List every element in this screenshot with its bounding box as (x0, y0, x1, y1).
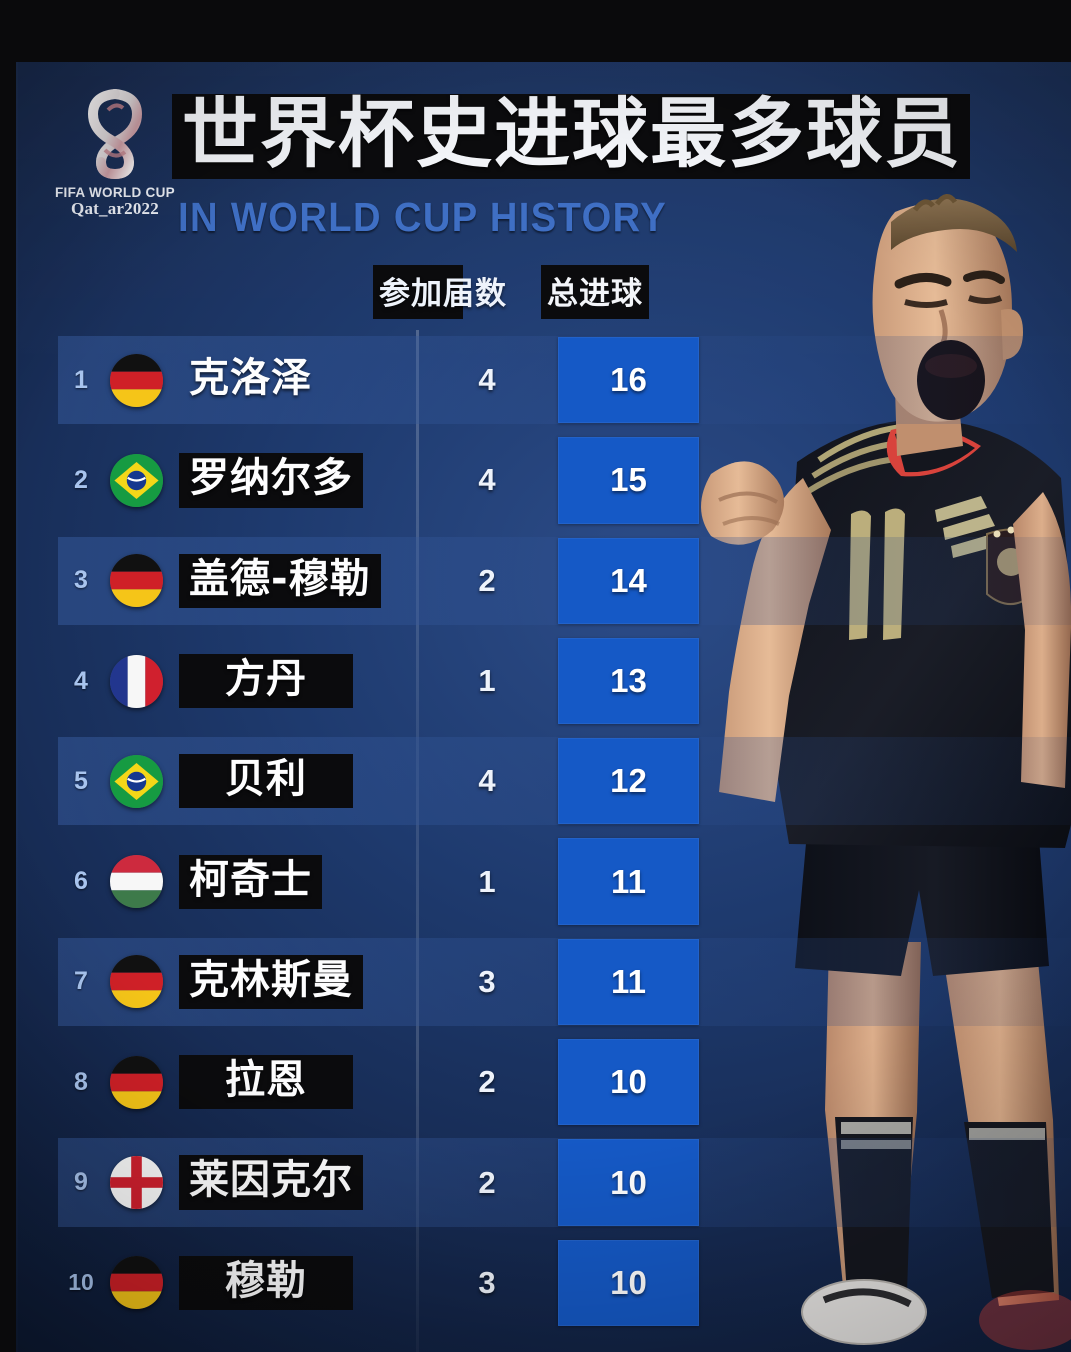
goals-cell: 15 (558, 437, 699, 524)
goals-cell: 10 (558, 1039, 699, 1126)
table-row[interactable]: 10 穆勒 3 10 (16, 1233, 1071, 1333)
goals-cell: 14 (558, 537, 699, 624)
player-name: 拉恩 (179, 1055, 353, 1110)
table-row[interactable]: 2 罗纳尔多 4 15 (16, 430, 1071, 530)
flag-icon-germany (110, 1055, 163, 1109)
flag-icon-hungary (110, 855, 163, 909)
table-row[interactable]: 7 克林斯曼 3 11 (16, 932, 1071, 1032)
player-name: 盖德-穆勒 (179, 553, 381, 608)
flag-icon-germany (110, 1256, 163, 1310)
player-name: 方丹 (179, 653, 353, 709)
table-row[interactable]: 1 克洛泽 4 16 (16, 330, 1071, 430)
goals-value: 10 (610, 1063, 647, 1101)
appearances-value: 4 (478, 362, 496, 398)
player-name: 柯奇士 (179, 854, 322, 909)
goals-cell: 16 (558, 337, 699, 424)
appearances-value: 1 (478, 663, 496, 699)
flag-icon-england (110, 1156, 163, 1210)
rank-number: 10 (68, 1269, 94, 1296)
rank-number: 1 (74, 365, 88, 394)
player-name: 罗纳尔多 (179, 453, 363, 508)
appearances-value: 3 (478, 1264, 496, 1300)
goals-value: 13 (610, 662, 647, 700)
goals-cell: 13 (558, 637, 699, 725)
flag-icon-germany (110, 353, 163, 407)
table-row[interactable]: 8 拉恩 2 10 (16, 1032, 1071, 1132)
flag-icon-france (110, 654, 163, 708)
table-row[interactable]: 4 方丹 1 13 (16, 631, 1071, 731)
goals-cell: 11 (558, 838, 699, 925)
flag-icon-germany (110, 955, 163, 1009)
player-name: 贝利 (179, 754, 353, 809)
rank-number: 4 (74, 666, 88, 695)
left-letterbox (0, 0, 16, 1352)
page-title-chinese: 世界杯史进球最多球员 (172, 94, 970, 179)
appearances-value: 2 (478, 1164, 496, 1200)
goals-value: 16 (610, 361, 647, 399)
goals-cell: 12 (558, 738, 699, 825)
appearances-value: 2 (478, 1064, 496, 1100)
appearances-value: 1 (478, 863, 496, 899)
qatar-2022-emblem-icon (87, 89, 143, 180)
rank-number: 3 (74, 566, 88, 595)
table-row[interactable]: 5 贝利 4 12 (16, 731, 1071, 831)
appearances-value: 2 (478, 562, 496, 598)
player-name: 克洛泽 (189, 355, 312, 402)
rank-number: 9 (74, 1168, 88, 1197)
logo-line-1: FIFA WORLD CUP (55, 185, 175, 200)
flag-icon-brazil (110, 453, 163, 507)
goals-value: 11 (611, 862, 646, 900)
goals-cell: 10 (558, 1139, 699, 1226)
poster-artwork: FIFA WORLD CUP Qat_ar2022 世界杯史进球最多球员 IN … (16, 62, 1071, 1352)
flag-icon-brazil (110, 754, 163, 808)
player-name: 莱因克尔 (179, 1155, 363, 1210)
rank-number: 6 (74, 867, 88, 896)
goals-value: 11 (611, 962, 646, 1000)
column-header-goals: 总进球 (541, 265, 649, 319)
goals-value: 10 (610, 1163, 647, 1201)
rank-number: 7 (74, 967, 88, 996)
goals-value: 12 (610, 762, 647, 800)
fifa-world-cup-logo: FIFA WORLD CUP Qat_ar2022 (54, 88, 176, 218)
player-name: 穆勒 (179, 1255, 353, 1310)
goals-value: 14 (610, 561, 647, 599)
top-letterbox (0, 0, 1071, 62)
logo-line-2: Qat_ar2022 (71, 199, 159, 219)
rank-number: 5 (74, 766, 88, 795)
goals-cell: 11 (558, 938, 699, 1026)
table-row[interactable]: 6 柯奇士 1 11 (16, 831, 1071, 931)
column-header-appearances: 参加届数 (373, 265, 506, 319)
appearances-value: 4 (478, 462, 496, 498)
flag-icon-germany (110, 554, 163, 608)
page-title-english: IN WORLD CUP HISTORY (178, 194, 668, 240)
rank-number: 8 (74, 1067, 88, 1096)
ranking-table: 1 克洛泽 4 16 2 罗纳尔多 4 15 3 盖德-穆勒 2 14 4 方丹 1 13 5 贝利 4 12 6 柯奇士… (16, 330, 1071, 1352)
appearances-value: 4 (478, 763, 496, 799)
appearances-value: 3 (478, 963, 496, 999)
goals-cell: 10 (558, 1239, 699, 1326)
goals-value: 15 (610, 461, 647, 499)
table-row[interactable]: 3 盖德-穆勒 2 14 (16, 531, 1071, 631)
rank-number: 2 (74, 465, 88, 494)
goals-value: 10 (610, 1263, 647, 1301)
player-name: 克林斯曼 (179, 954, 363, 1010)
table-row[interactable]: 9 莱因克尔 2 10 (16, 1132, 1071, 1232)
